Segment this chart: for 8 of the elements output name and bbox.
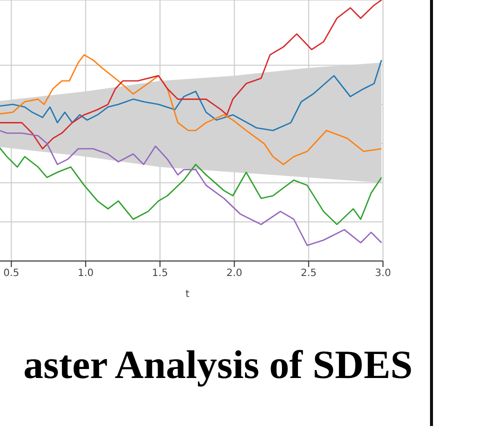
x-axis-title: t <box>186 289 190 300</box>
x-tick-label: 0.5 <box>3 268 20 280</box>
x-tick-label: 2.0 <box>226 268 242 280</box>
x-tick-label: 3.0 <box>375 268 391 280</box>
text: aster Analysis of SDES <box>22 342 414 388</box>
x-tick-label: 1.5 <box>152 268 168 280</box>
x-tick-label: 2.5 <box>300 268 317 280</box>
x-tick-label: 1.0 <box>78 268 94 280</box>
